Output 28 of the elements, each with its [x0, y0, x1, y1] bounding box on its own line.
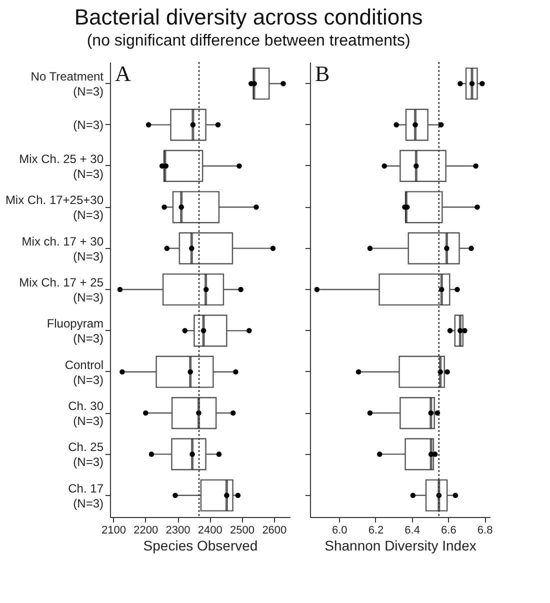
y-tick-label: (N=3) — [73, 118, 104, 132]
x-tick-label: 6.4 — [404, 524, 420, 536]
x-axis-title: Shannon Diversity Index — [324, 538, 476, 554]
y-tick-label: Mix Ch. 17+25+30 (N=3) — [5, 193, 104, 222]
x-tick-label: 6.6 — [441, 524, 456, 536]
y-tick-label: Fluopyram (N=3) — [46, 316, 104, 346]
y-tick-label: Control (N=3) — [64, 358, 104, 387]
x-axis-title: Species Observed — [143, 538, 258, 554]
x-tick-label: 2200 — [134, 524, 158, 536]
y-tick-label: Mix Ch. 17 + 25 (N=3) — [19, 276, 104, 304]
y-tick-label: Ch. 30 (N=3) — [68, 399, 104, 428]
x-tick-label: 6.8 — [477, 524, 493, 536]
x-tick-label: 2100 — [101, 524, 126, 536]
x-tick-label: 2400 — [198, 524, 222, 536]
x-tick-label: 6.0 — [332, 524, 348, 536]
chart-subtitle: (no significant difference between treatments) — [86, 32, 410, 50]
x-tick-label: 6.2 — [368, 524, 384, 536]
y-tick-label: Mix Ch. 25 + 30 (N=3) — [19, 152, 104, 181]
x-tick-label: 2500 — [230, 524, 255, 536]
y-tick-label: Ch. 17 (N=3) — [68, 481, 104, 510]
chart-title: Bacterial diversity across conditions — [74, 4, 423, 30]
annotation: B — [315, 61, 330, 86]
annotation: A — [115, 61, 131, 86]
y-tick-label: No Treatment (N=3) — [30, 70, 104, 99]
x-tick-label: 2600 — [262, 524, 287, 536]
x-tick-label: 2300 — [166, 524, 190, 536]
y-tick-label: Ch. 25 (N=3) — [68, 440, 104, 470]
y-tick-label: Mix ch. 17 + 30 (N=3) — [22, 234, 104, 264]
